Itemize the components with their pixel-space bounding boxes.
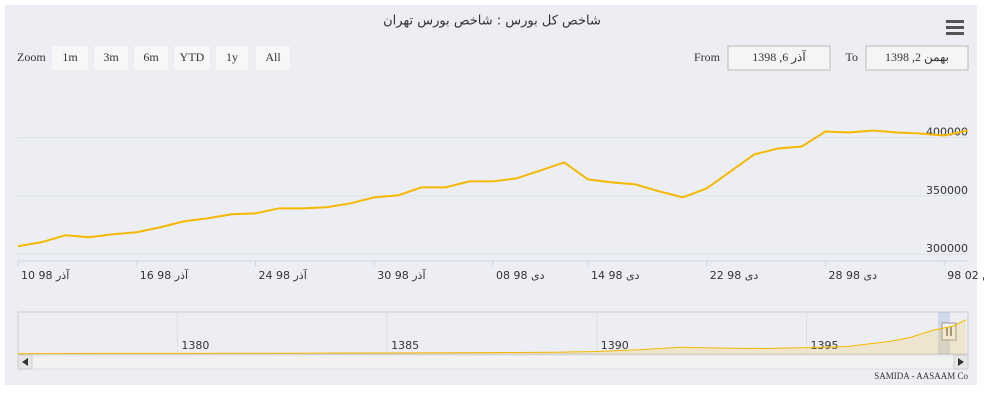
zoom-button[interactable] [52,46,88,70]
from-input[interactable] [727,45,831,71]
zoom-button-label: 1y [226,50,238,64]
navigator-area [18,319,966,354]
to-label: To [846,50,859,64]
x-tick-label: 16 98 آذر [140,268,189,282]
x-tick-label: 08 98 دی [496,269,545,282]
navigator-line [17,319,967,355]
scroll-left-arrow [22,358,28,366]
from-label: From [694,50,721,64]
zoom-button-label: 1m [62,50,78,64]
navigator-x-label: 1390 [601,339,629,352]
zoom-button-label: 6m [143,50,159,64]
x-tick-label: 28 98 دی [829,269,878,282]
menu-bar [946,32,964,35]
chart-title: شاخص کل بورس : شاخص بورس تهران [383,14,601,29]
zoom-label: Zoom [17,50,46,64]
x-tick-label: 14 98 دی [591,269,640,282]
zoom-button-label: 3m [103,50,119,64]
x-tick-label: 22 98 دی [710,269,759,282]
navigator-x-label: 1395 [811,339,839,352]
navigator-x-label: 1380 [181,339,209,352]
credits: SAMIDA - AASAAM Co [874,371,968,381]
zoom-button[interactable] [134,46,168,70]
to-input[interactable] [865,45,969,71]
zoom-button[interactable] [256,46,290,70]
zoom-button-label: All [265,50,281,64]
menu-bar [946,26,964,29]
data-line [17,129,969,248]
y-tick-label: 300000 [926,242,968,255]
navigator-x-label: 1385 [391,339,419,352]
x-tick-label: 24 98 آذر [259,268,308,282]
zoom-button-label: YTD [180,50,205,64]
x-tick-label: 30 98 آذر [377,268,426,282]
scroll-right-arrow [958,358,964,366]
scrollbar-track[interactable] [17,354,969,370]
menu-bar [946,20,964,23]
x-tick-label: 10 98 آذر [21,268,70,282]
menu-button[interactable] [942,16,968,38]
to-value: بهمن 2, 1398 [885,50,949,64]
from-value: آذر 6, 1398 [752,49,806,64]
zoom-button[interactable] [216,46,248,70]
y-tick-label: 350000 [926,184,968,197]
zoom-button[interactable] [174,46,210,70]
navigator-frame [17,311,969,355]
x-tick-label: بهمن 02 98 [947,269,984,282]
zoom-button[interactable] [94,46,128,70]
